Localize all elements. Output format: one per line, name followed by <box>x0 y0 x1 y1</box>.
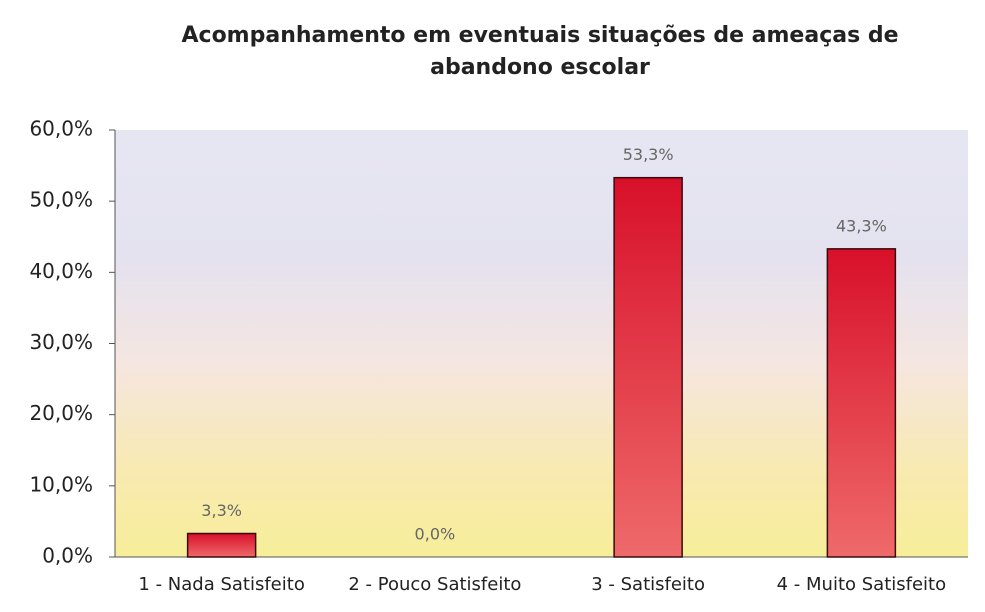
value-label: 3,3% <box>201 501 242 520</box>
x-tick-label: 2 - Pouco Satisfeito <box>348 574 521 595</box>
chart-title: Acompanhamento em eventuais situações de… <box>181 23 899 80</box>
y-tick-label: 30,0% <box>29 330 93 354</box>
value-label: 53,3% <box>623 145 674 164</box>
y-tick-label: 0,0% <box>42 544 93 568</box>
value-label: 0,0% <box>415 525 456 544</box>
bar <box>186 532 257 558</box>
y-tick-label: 60,0% <box>29 117 93 141</box>
y-tick-label: 20,0% <box>29 401 93 425</box>
value-label: 43,3% <box>836 216 887 235</box>
bar <box>826 248 897 558</box>
plot-area <box>115 130 968 557</box>
x-tick-label: 1 - Nada Satisfeito <box>138 574 304 595</box>
y-tick-label: 10,0% <box>29 472 93 496</box>
y-tick-label: 40,0% <box>29 259 93 283</box>
y-tick-label: 50,0% <box>29 188 93 212</box>
x-tick-label: 4 - Muito Satisfeito <box>777 574 947 595</box>
x-tick-label: 3 - Satisfeito <box>591 574 705 595</box>
bar <box>613 176 683 558</box>
